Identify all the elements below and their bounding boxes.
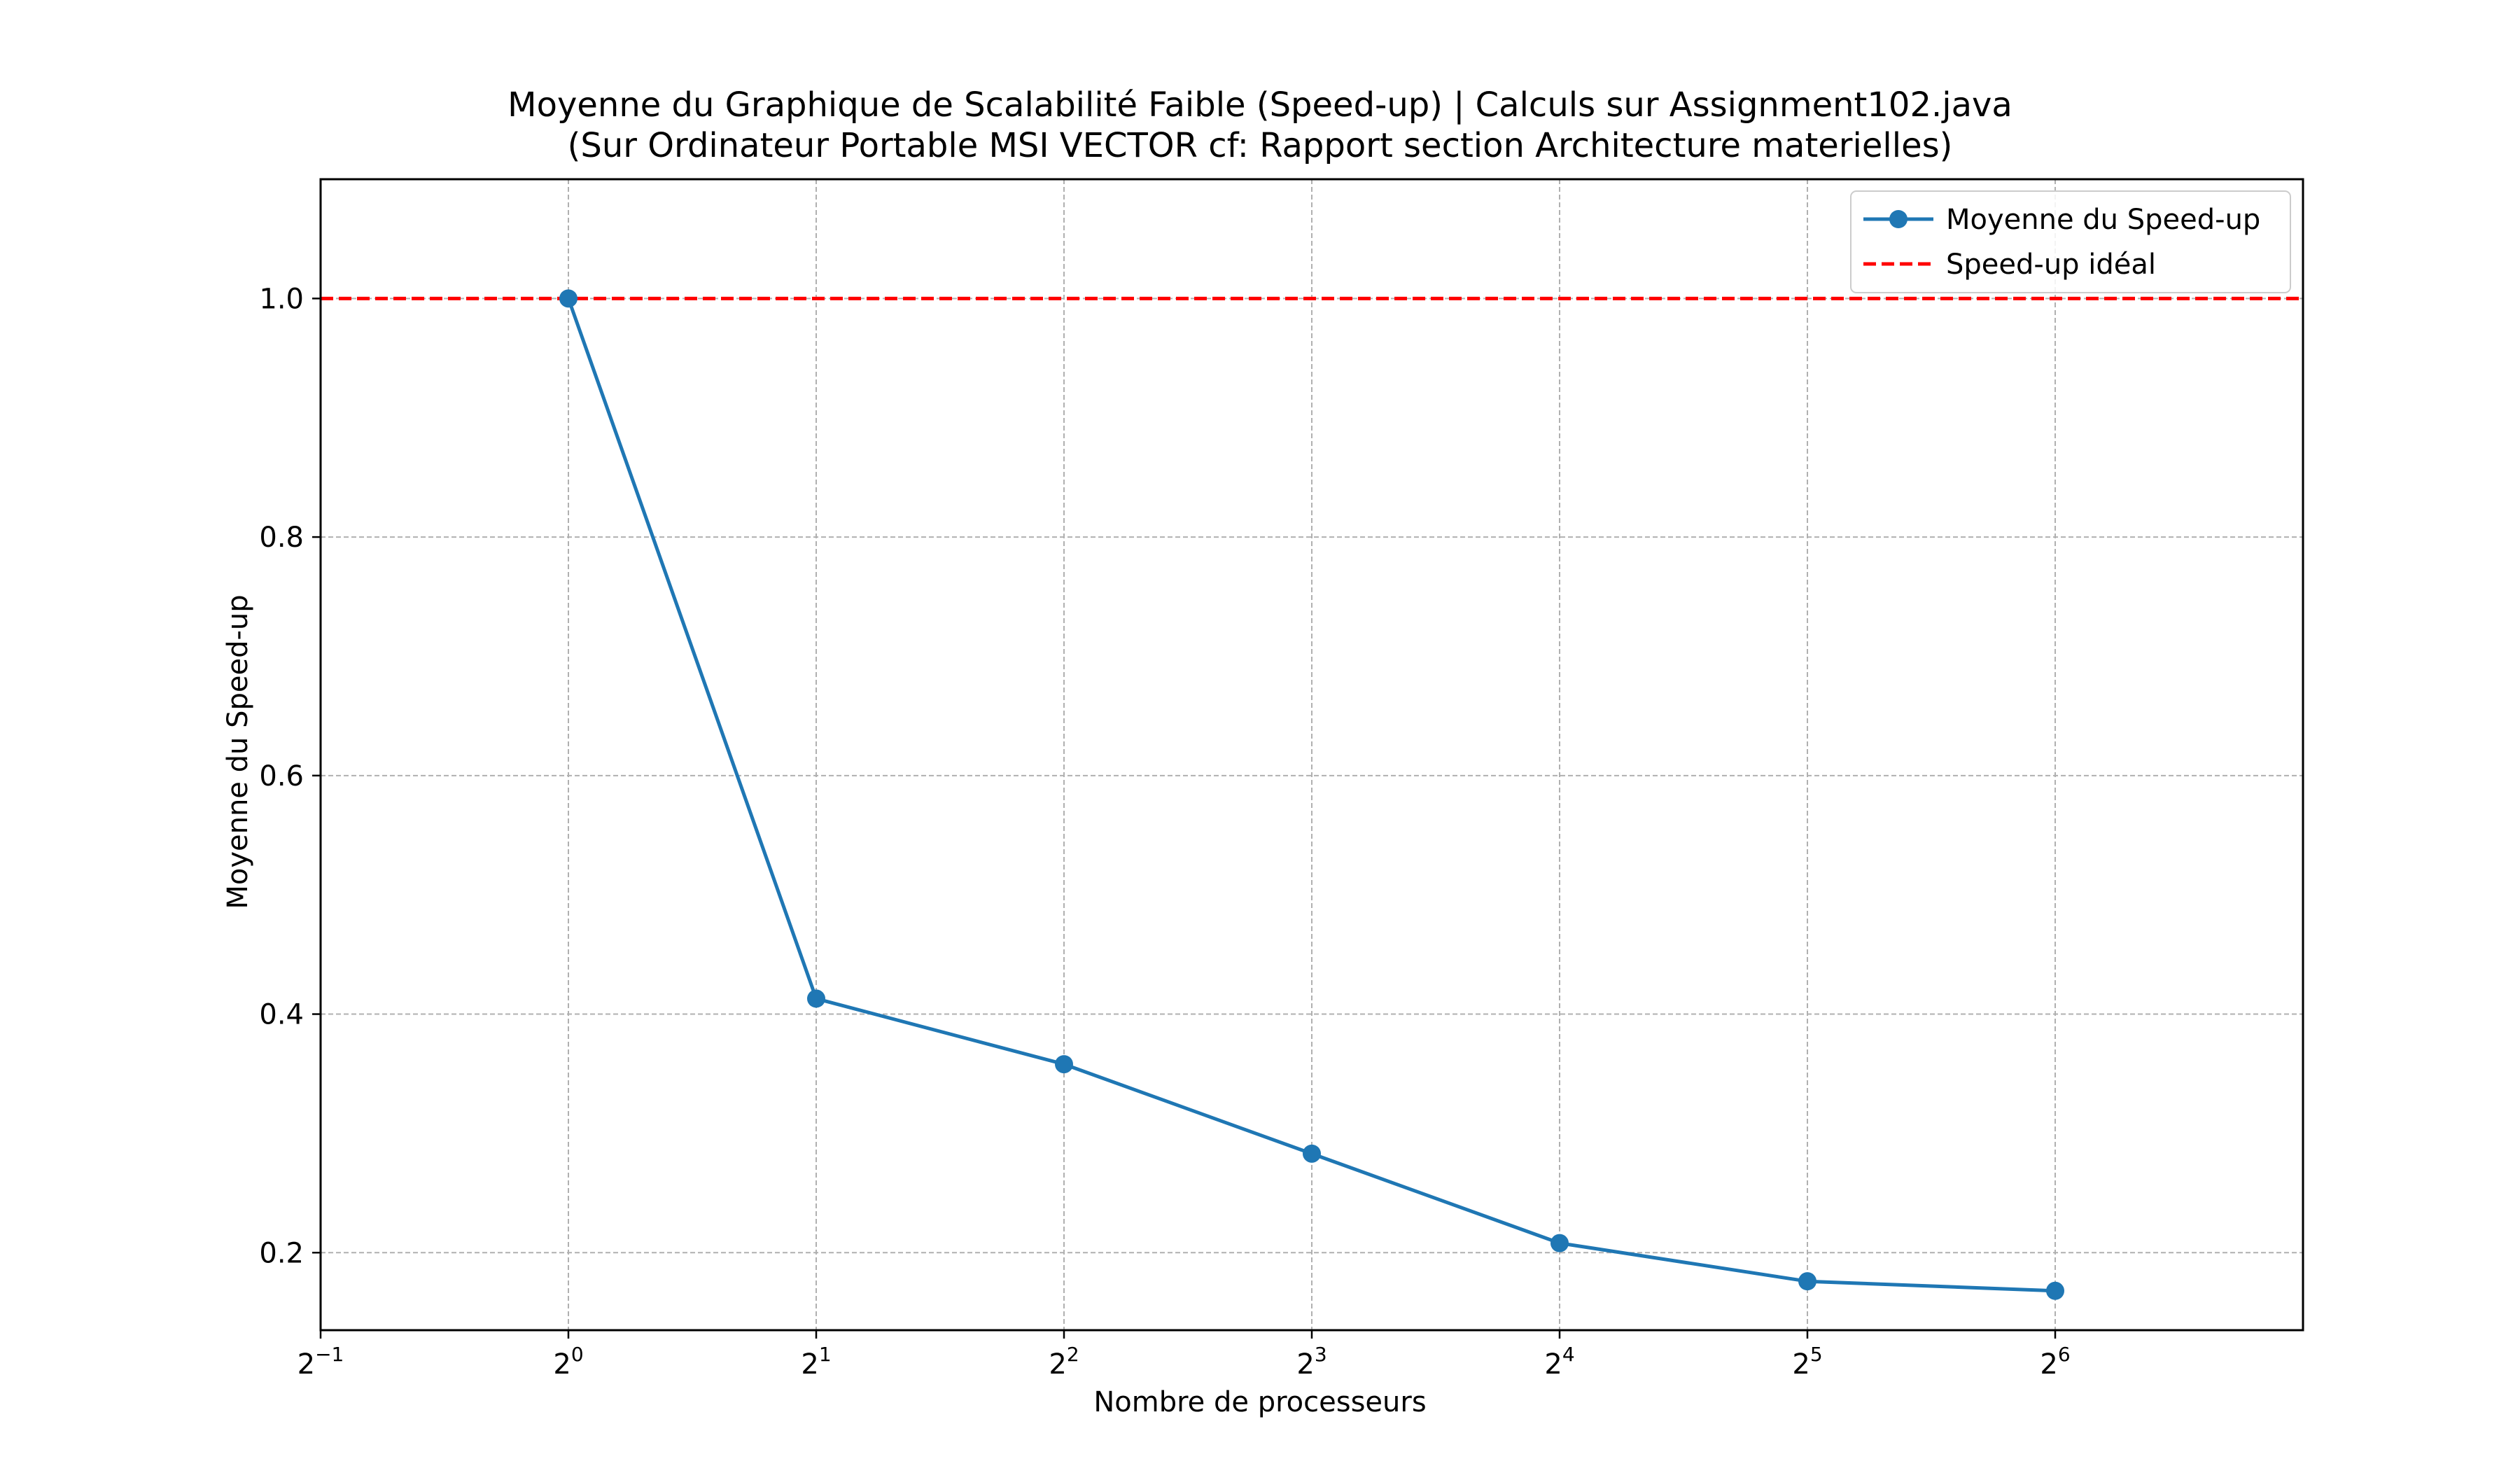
grid bbox=[320, 179, 2303, 1330]
x-tick-label: 22 bbox=[1049, 1343, 1079, 1381]
chart-title-line-2: (Sur Ordinateur Portable MSI VECTOR cf: … bbox=[567, 126, 1953, 165]
x-tick-label: 2−1 bbox=[298, 1343, 344, 1381]
legend-label-speedup: Moyenne du Speed-up bbox=[1946, 204, 2260, 236]
legend: Moyenne du Speed-up Speed-up idéal bbox=[1850, 190, 2291, 293]
data-point bbox=[807, 989, 825, 1008]
x-tick-label: 23 bbox=[1296, 1343, 1326, 1381]
x-tick-label: 26 bbox=[2040, 1343, 2070, 1381]
y-tick-label: 0.6 bbox=[259, 760, 304, 793]
data-point bbox=[1055, 1055, 1073, 1074]
series-layer bbox=[559, 289, 2064, 1300]
x-tick-label: 20 bbox=[553, 1343, 583, 1381]
ticks: 2−1 20 21 22 23 24 25 26 0.2 0.4 0.6 0.8 1.0 bbox=[259, 283, 2070, 1381]
y-tick-label: 0.4 bbox=[259, 999, 304, 1031]
chart-title-line-1: Moyenne du Graphique de Scalabilité Faib… bbox=[507, 85, 2012, 125]
x-tick-label: 21 bbox=[801, 1343, 831, 1381]
x-tick-label: 24 bbox=[1544, 1343, 1574, 1381]
data-point bbox=[1550, 1234, 1569, 1252]
y-tick-label: 0.8 bbox=[259, 522, 304, 554]
y-axis-label: Moyenne du Speed-up bbox=[222, 594, 254, 909]
legend-box bbox=[1850, 190, 2291, 293]
data-point bbox=[1303, 1144, 1321, 1163]
x-tick-label: 25 bbox=[1792, 1343, 1822, 1381]
y-tick-label: 0.2 bbox=[259, 1237, 304, 1269]
legend-marker-speedup bbox=[1889, 210, 1907, 228]
data-point bbox=[1798, 1272, 1816, 1291]
legend-label-ideal: Speed-up idéal bbox=[1946, 249, 2156, 281]
x-axis-label: Nombre de processeurs bbox=[1093, 1386, 1427, 1418]
y-tick-label: 1.0 bbox=[259, 283, 304, 315]
data-point bbox=[2046, 1281, 2064, 1300]
data-point bbox=[559, 289, 578, 308]
